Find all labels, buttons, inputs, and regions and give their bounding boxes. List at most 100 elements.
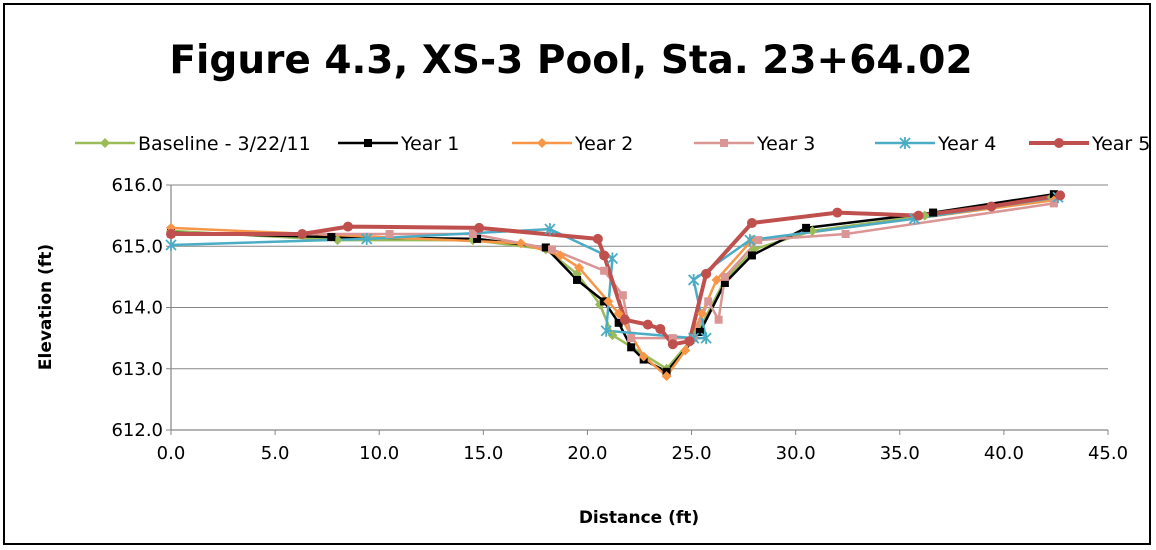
axes: 612.0 613.0 614.0 615.0 616.0 0.0 5.0 10.0 15.0 2… <box>111 175 1128 464</box>
data-point <box>541 243 550 252</box>
data-point <box>614 318 623 327</box>
data-point <box>754 236 763 245</box>
y-tick-label: 615.0 <box>111 236 163 257</box>
x-axis-title: Distance (ft) <box>579 508 699 528</box>
legend-item: Year 3 <box>694 133 815 155</box>
legend-item: Year 4 <box>875 133 996 155</box>
x-tick-label: 30.0 <box>776 443 816 464</box>
legend-marker <box>1054 138 1064 148</box>
y-tick-label: 613.0 <box>111 359 163 380</box>
gridlines <box>171 184 1108 370</box>
y-tick-label: 616.0 <box>111 175 163 196</box>
data-point <box>655 323 666 334</box>
data-point <box>720 272 729 281</box>
legend-item: Year 2 <box>512 133 633 155</box>
data-point <box>607 330 618 341</box>
data-point <box>680 345 691 356</box>
line-chart: Figure 4.3, XS-3 Pool, Sta. 23+64.02 Bas… <box>36 38 1150 528</box>
series-layer <box>170 192 1061 378</box>
data-point <box>841 230 850 238</box>
data-point <box>802 223 811 232</box>
x-tick-label: 5.0 <box>261 443 290 464</box>
data-point <box>1055 190 1066 201</box>
data-point <box>711 274 722 285</box>
data-point <box>606 252 619 265</box>
data-point <box>832 207 843 218</box>
data-point <box>627 334 636 343</box>
legend-marker <box>364 139 372 147</box>
x-tick-label: 0.0 <box>157 443 186 464</box>
legend-label: Year 1 <box>400 133 459 155</box>
legend-item: Year 1 <box>338 133 459 155</box>
data-point <box>667 339 678 350</box>
data-point <box>642 319 653 330</box>
data-point <box>599 250 610 261</box>
y-tick-label: 612.0 <box>111 420 163 441</box>
data-point <box>603 296 614 307</box>
data-point <box>468 230 477 238</box>
x-tick-label: 45.0 <box>1088 443 1128 464</box>
legend-item: Baseline - 3/22/11 <box>75 133 311 155</box>
data-point <box>342 221 353 232</box>
data-point <box>704 297 713 306</box>
data-point <box>618 291 627 300</box>
legend-marker <box>100 138 110 148</box>
data-point <box>700 332 712 345</box>
series-markers-6 <box>166 190 1066 350</box>
data-point <box>714 315 723 324</box>
data-point <box>613 308 624 319</box>
data-point <box>747 251 756 260</box>
x-tick-label: 10.0 <box>359 443 399 464</box>
data-point <box>385 230 394 238</box>
data-point <box>744 234 756 247</box>
legend-label: Baseline - 3/22/11 <box>138 133 311 155</box>
data-point <box>688 273 700 286</box>
legend-label: Year 2 <box>574 133 633 155</box>
legend-label: Year 3 <box>756 133 815 155</box>
data-point <box>929 208 938 217</box>
chart-title: Figure 4.3, XS-3 Pool, Sta. 23+64.02 <box>169 38 972 83</box>
data-point <box>696 308 707 319</box>
data-point <box>746 217 757 228</box>
legend-item: Year 5 <box>1029 133 1150 155</box>
data-point <box>668 334 677 343</box>
data-point <box>720 279 729 287</box>
data-point <box>574 262 585 273</box>
data-point <box>361 232 373 245</box>
chart-frame: Figure 4.3, XS-3 Pool, Sta. 23+64.02 Bas… <box>3 3 1151 545</box>
x-tick-label: 15.0 <box>463 443 503 464</box>
y-tick-label: 614.0 <box>111 298 163 319</box>
markers-layer <box>165 190 1066 382</box>
data-point <box>627 343 636 352</box>
data-point <box>473 234 482 243</box>
legend-marker <box>899 137 911 149</box>
data-point <box>166 229 176 239</box>
y-axis-title: Elevation (ft) <box>36 244 56 370</box>
x-tick-label: 40.0 <box>984 443 1024 464</box>
data-point <box>600 324 612 337</box>
data-point <box>515 238 526 249</box>
data-point <box>165 239 177 252</box>
data-point <box>695 328 704 336</box>
data-point <box>661 371 672 382</box>
x-tick-label: 20.0 <box>567 443 607 464</box>
data-point <box>544 223 556 236</box>
data-point <box>600 266 609 275</box>
data-point <box>913 210 924 221</box>
legend-label: Year 4 <box>937 133 996 155</box>
data-point <box>592 233 603 244</box>
data-point <box>555 250 566 261</box>
data-point <box>986 201 997 212</box>
data-point <box>548 245 557 254</box>
data-point <box>297 229 308 239</box>
data-point <box>474 222 485 233</box>
data-point <box>327 233 336 242</box>
x-tick-label: 25.0 <box>672 443 712 464</box>
data-point <box>684 336 695 347</box>
legend-label: Year 5 <box>1091 133 1150 155</box>
data-point <box>619 314 630 325</box>
data-point <box>1049 199 1058 208</box>
data-point <box>701 268 712 279</box>
legend: Baseline - 3/22/11 Year 1 Year 2 Year 3 Year… <box>75 133 1150 155</box>
data-point <box>638 351 649 362</box>
